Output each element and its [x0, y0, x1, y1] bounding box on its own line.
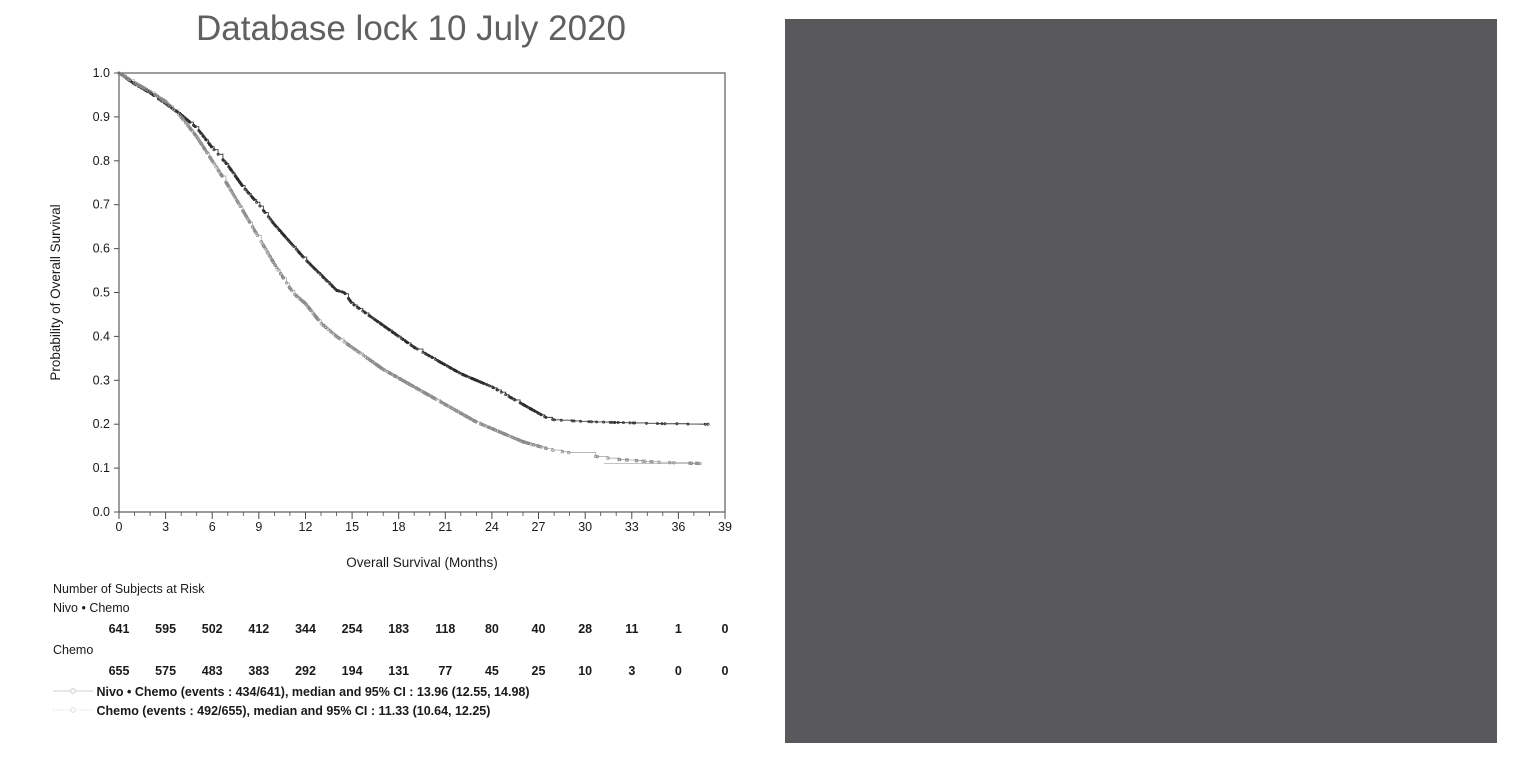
svg-text:18: 18 — [392, 520, 406, 534]
svg-text:Overall Survival (Months): Overall Survival (Months) — [346, 555, 498, 570]
svg-text:0.4: 0.4 — [93, 329, 110, 343]
svg-text:21: 21 — [438, 520, 452, 534]
svg-text:9: 9 — [255, 520, 262, 534]
svg-text:0.9: 0.9 — [93, 110, 110, 124]
svg-text:Probability of Overall Surviva: Probability of Overall Survival — [48, 204, 63, 380]
svg-text:30: 30 — [578, 520, 592, 534]
svg-text:3: 3 — [162, 520, 169, 534]
svg-text:1.0: 1.0 — [93, 66, 110, 80]
svg-text:0.0: 0.0 — [93, 505, 110, 519]
svg-text:6: 6 — [209, 520, 216, 534]
svg-text:27: 27 — [532, 520, 546, 534]
svg-text:12: 12 — [299, 520, 313, 534]
svg-text:0.8: 0.8 — [93, 154, 110, 168]
svg-text:0.1: 0.1 — [93, 461, 110, 475]
svg-text:39: 39 — [718, 520, 732, 534]
svg-text:24: 24 — [485, 520, 499, 534]
svg-text:0.7: 0.7 — [93, 198, 110, 212]
svg-text:36: 36 — [671, 520, 685, 534]
svg-text:0.5: 0.5 — [93, 286, 110, 300]
svg-text:0.3: 0.3 — [93, 373, 110, 387]
svg-text:0: 0 — [116, 520, 123, 534]
svg-text:0.2: 0.2 — [93, 417, 110, 431]
svg-text:33: 33 — [625, 520, 639, 534]
svg-text:0.6: 0.6 — [93, 242, 110, 256]
svg-text:15: 15 — [345, 520, 359, 534]
